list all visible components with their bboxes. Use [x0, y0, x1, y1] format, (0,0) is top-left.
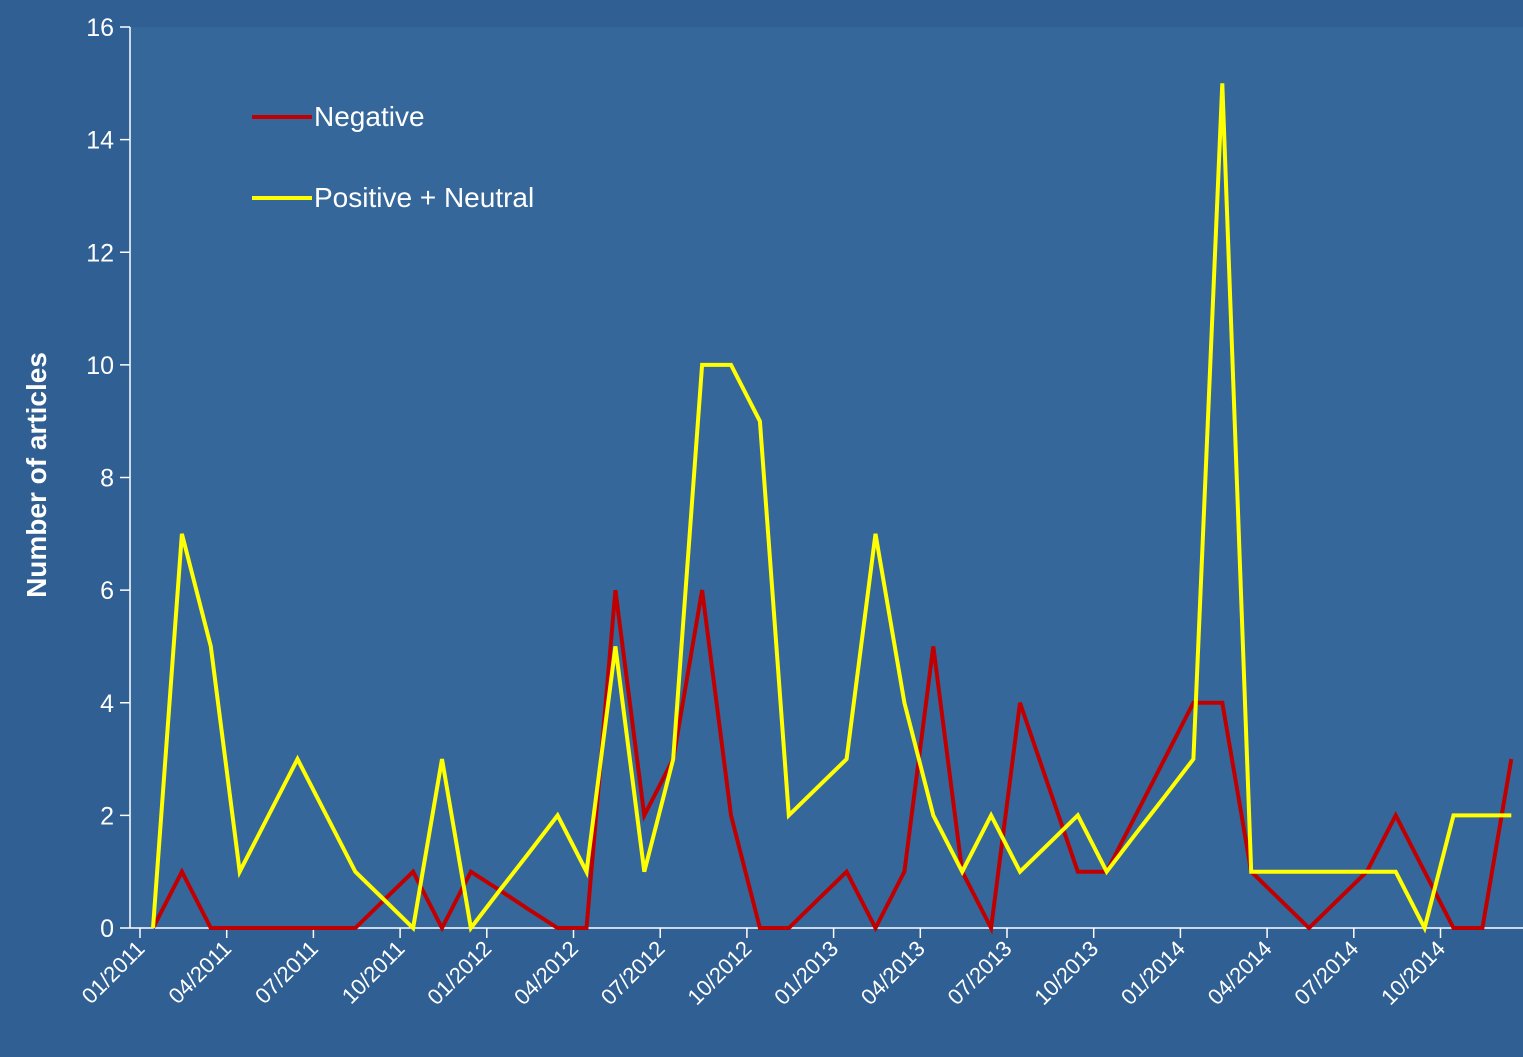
x-tick-label: 04/2014: [1203, 936, 1277, 1010]
x-tick-label: 10/2011: [337, 936, 410, 1009]
x-tick-label: 04/2011: [163, 936, 236, 1009]
plot-area: [130, 27, 1523, 928]
y-tick-label: 10: [86, 352, 114, 380]
x-tick-label: 10/2012: [683, 936, 757, 1010]
x-tick-label: 01/2013: [769, 936, 843, 1010]
y-tick-label: 6: [100, 577, 114, 605]
x-tick-label: 01/2014: [1116, 936, 1190, 1010]
y-tick-label: 2: [100, 802, 114, 830]
x-tick-label: 07/2012: [596, 936, 670, 1010]
x-tick-label: 01/2012: [422, 936, 496, 1010]
x-tick-label: 07/2014: [1289, 936, 1363, 1010]
line-series: [151, 83, 1512, 934]
x-tick-label: 04/2013: [856, 936, 930, 1010]
y-tick-label: 14: [86, 127, 114, 155]
y-tick-label: 16: [86, 14, 114, 42]
line-series: [151, 589, 1514, 935]
x-tick-label: 07/2011: [250, 936, 323, 1009]
x-tick-label: 04/2012: [509, 936, 583, 1010]
y-tick-label: 4: [100, 690, 114, 718]
y-tick-label: 0: [100, 915, 114, 943]
legend-label: Negative: [314, 101, 425, 132]
y-tick-label: 8: [100, 465, 114, 493]
x-tick-label: 10/2013: [1029, 936, 1103, 1010]
y-tick-label: 12: [86, 239, 114, 267]
x-tick-label: 01/2011: [77, 936, 150, 1009]
x-tick-label: 07/2013: [943, 936, 1017, 1010]
legend-label: Positive + Neutral: [314, 182, 534, 213]
y-axis-label: Number of articles: [21, 352, 52, 598]
x-tick-label: 10/2014: [1376, 936, 1450, 1010]
